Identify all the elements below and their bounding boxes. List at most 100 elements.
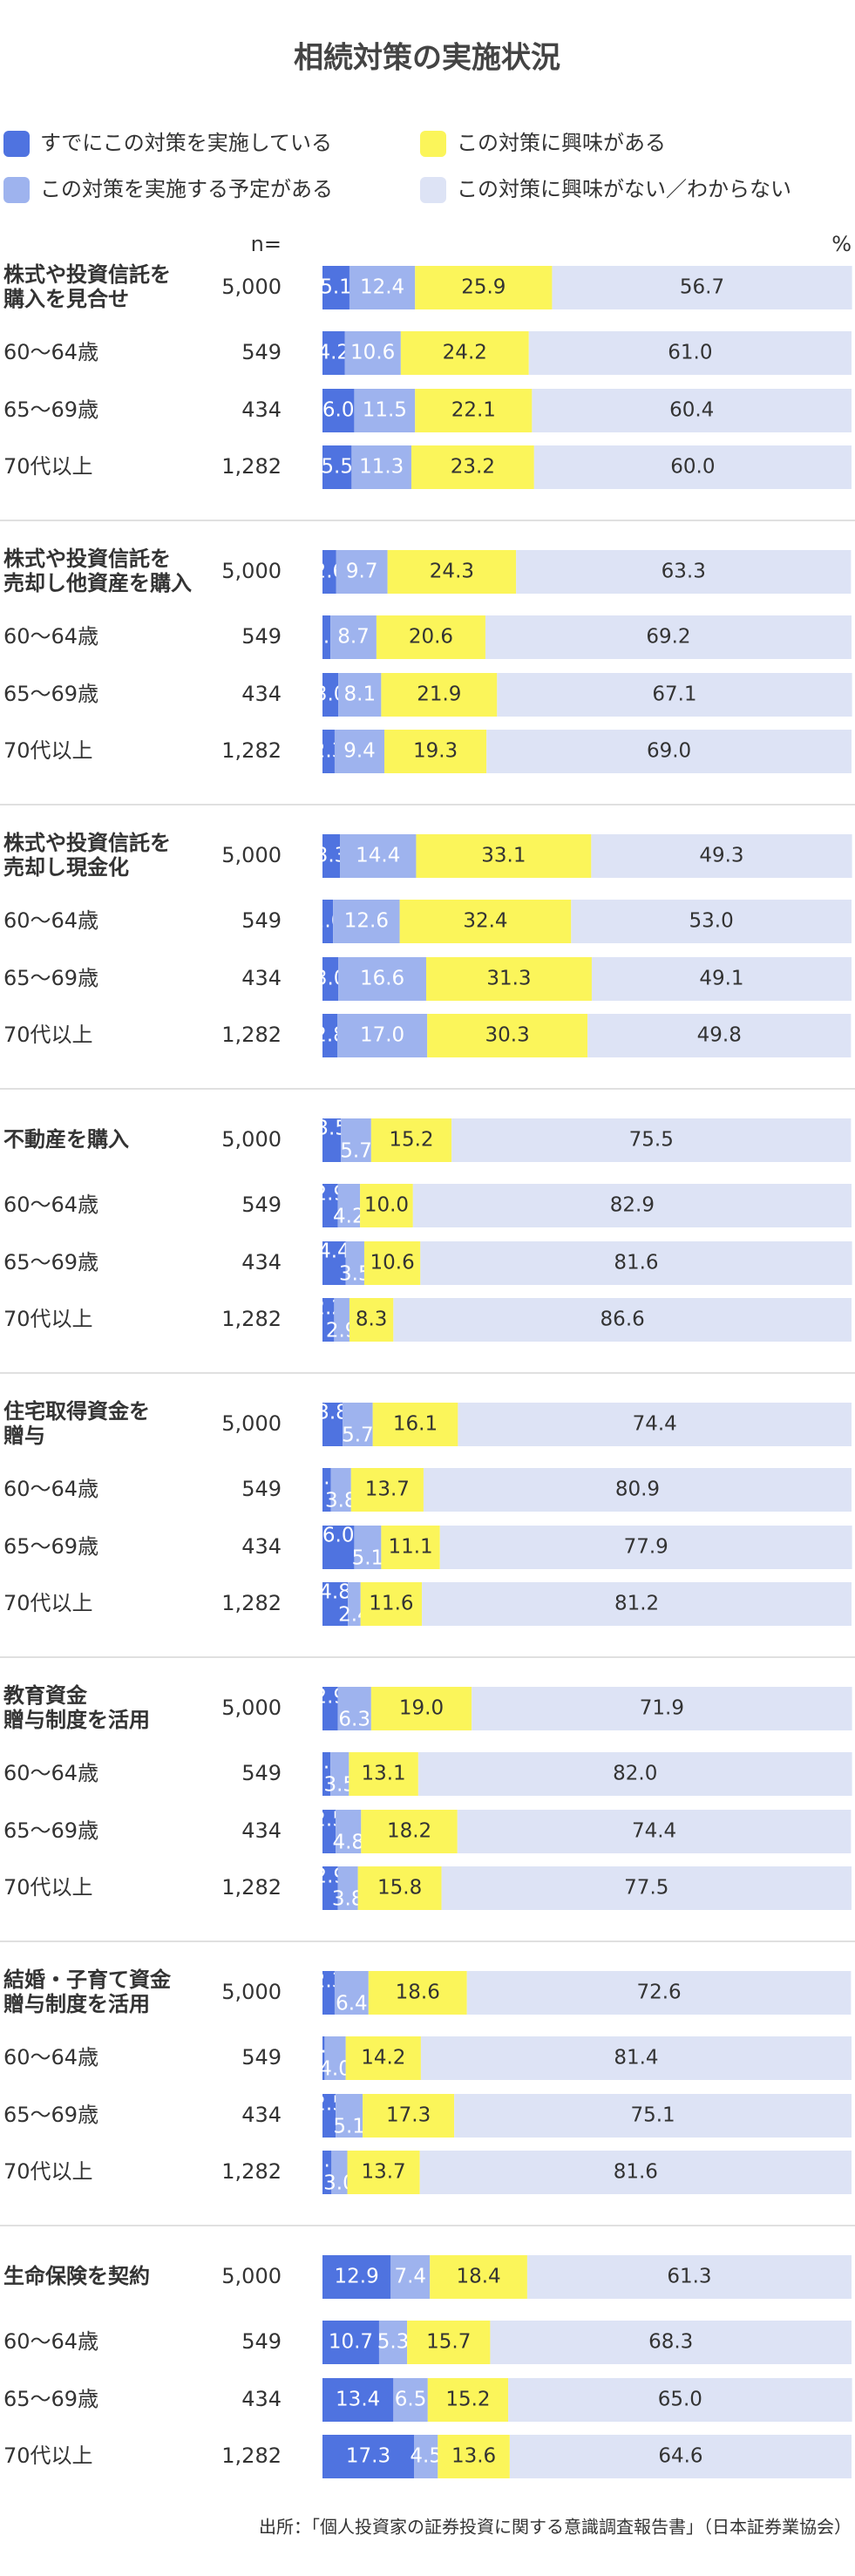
value-label: 25.9 bbox=[461, 276, 506, 299]
value-label: 13.7 bbox=[361, 2161, 405, 2184]
n-label: 434 bbox=[241, 1534, 282, 1559]
bar-segment bbox=[384, 730, 487, 773]
value-label: 67.1 bbox=[652, 683, 696, 706]
n-label: 5,000 bbox=[221, 2264, 282, 2288]
value-label: 4.4 bbox=[318, 1240, 350, 1263]
row-label: 65〜69歳 bbox=[3, 682, 98, 706]
n-label: 1,282 bbox=[221, 2159, 282, 2184]
value-label: 71.9 bbox=[640, 1697, 684, 1720]
chart-title: 相続対策の実施状況 bbox=[294, 41, 560, 76]
bar-segment bbox=[400, 331, 529, 375]
bar-segment bbox=[322, 834, 341, 878]
group-label: 結婚・子育て資金贈与制度を活用 bbox=[3, 1968, 172, 2016]
value-label: 32.4 bbox=[463, 910, 507, 933]
value-label: 12.6 bbox=[344, 910, 389, 933]
row-label: 60〜64歳 bbox=[3, 2329, 98, 2354]
bar-segment bbox=[322, 1752, 331, 1796]
row-label: 65〜69歳 bbox=[3, 398, 98, 422]
value-label: 18.4 bbox=[456, 2266, 500, 2288]
bar-segment bbox=[336, 2094, 363, 2138]
bar-segment bbox=[370, 1687, 472, 1730]
bar-segment bbox=[458, 1403, 852, 1446]
legend-swatch bbox=[3, 131, 30, 157]
bar-segment bbox=[381, 1526, 440, 1569]
value-label: 13.6 bbox=[451, 2445, 496, 2468]
row-label: 60〜64歳 bbox=[3, 340, 98, 364]
value-label: 9.7 bbox=[346, 561, 378, 583]
value-label: 18.2 bbox=[387, 1820, 431, 1843]
value-label: 82.9 bbox=[610, 1194, 655, 1217]
bar-segment bbox=[472, 1687, 852, 1730]
bar-segment bbox=[322, 2378, 394, 2422]
bar-segment bbox=[330, 1752, 349, 1796]
legend-label: すでにこの対策を実施している bbox=[40, 131, 332, 155]
bar-segment bbox=[322, 2435, 415, 2478]
value-label: 81.4 bbox=[614, 2047, 658, 2070]
bar-segment bbox=[340, 834, 417, 878]
value-label: 74.4 bbox=[633, 1413, 677, 1436]
value-label: 7.4 bbox=[394, 2266, 426, 2288]
bar-segment bbox=[552, 266, 852, 309]
bar-segment bbox=[322, 1118, 342, 1162]
bar-segment bbox=[341, 1118, 371, 1162]
bar-segment bbox=[354, 1526, 382, 1569]
unit-header: % bbox=[831, 232, 852, 256]
value-label: 49.8 bbox=[697, 1024, 742, 1047]
value-label: 80.9 bbox=[615, 1478, 660, 1501]
value-label: 31.3 bbox=[486, 968, 531, 990]
n-label: 1,282 bbox=[221, 454, 282, 479]
bar-segment bbox=[349, 266, 416, 309]
n-label: 1,282 bbox=[221, 738, 282, 763]
value-label: 11.6 bbox=[369, 1593, 413, 1615]
value-label: 11.5 bbox=[363, 399, 407, 422]
row-label: 70代以上 bbox=[3, 1307, 93, 1331]
row-label: 70代以上 bbox=[3, 454, 93, 479]
row-label: 60〜64歳 bbox=[3, 2045, 98, 2070]
value-label: 86.6 bbox=[601, 1308, 645, 1331]
bar-segment bbox=[322, 615, 331, 659]
value-label: 17.0 bbox=[360, 1024, 404, 1047]
value-label: 15.8 bbox=[377, 1877, 422, 1900]
bar-segment bbox=[322, 957, 339, 1001]
legend-swatch bbox=[3, 177, 30, 203]
group-label: 住宅取得資金を贈与 bbox=[3, 1399, 150, 1448]
bar-segment bbox=[322, 1298, 335, 1342]
bar-segment bbox=[322, 550, 336, 594]
n-label: 1,282 bbox=[221, 1307, 282, 1331]
value-label: 61.3 bbox=[667, 2266, 711, 2288]
group-label: 教育資金贈与制度を活用 bbox=[3, 1683, 150, 1732]
bar-segment bbox=[322, 445, 352, 489]
value-label: 81.2 bbox=[614, 1593, 659, 1615]
bar-segment bbox=[381, 673, 498, 717]
value-label: 18.6 bbox=[396, 1981, 440, 2004]
value-label: 4.2 bbox=[317, 342, 349, 364]
row-label: 70代以上 bbox=[3, 1023, 93, 1047]
value-label: 14.2 bbox=[361, 2047, 405, 2070]
row-label: 65〜69歳 bbox=[3, 1250, 98, 1274]
value-label: 11.1 bbox=[388, 1536, 432, 1559]
bar-segment bbox=[399, 900, 572, 943]
value-label: 11.3 bbox=[359, 456, 404, 479]
n-header: n= bbox=[251, 232, 282, 256]
bar-segment bbox=[571, 900, 852, 943]
bar-segment bbox=[486, 730, 852, 773]
bar-segment bbox=[532, 389, 852, 432]
value-label: 10.0 bbox=[364, 1194, 409, 1217]
row-label: 60〜64歳 bbox=[3, 1477, 98, 1501]
bar-segment bbox=[322, 2321, 379, 2364]
bar-segment bbox=[322, 2094, 336, 2138]
value-label: 22.1 bbox=[451, 399, 496, 422]
bar-segment bbox=[336, 1810, 362, 1853]
bar-segment bbox=[334, 730, 385, 773]
source: 出所：「個人投資家の証券投資に関する意識調査報告書」（日本証券業協会） bbox=[259, 2517, 852, 2538]
bar-segment bbox=[415, 266, 553, 309]
bar-segment bbox=[361, 1810, 458, 1853]
bar-segment bbox=[330, 615, 377, 659]
value-label: 49.3 bbox=[699, 845, 743, 867]
value-label: 24.2 bbox=[443, 342, 487, 364]
bar-segment bbox=[322, 1468, 331, 1512]
value-label: 17.3 bbox=[346, 2445, 390, 2468]
bar-segment bbox=[322, 673, 339, 717]
group-label: 株式や投資信託を購入を見合せ bbox=[3, 262, 171, 311]
bar-segment bbox=[526, 2255, 852, 2299]
